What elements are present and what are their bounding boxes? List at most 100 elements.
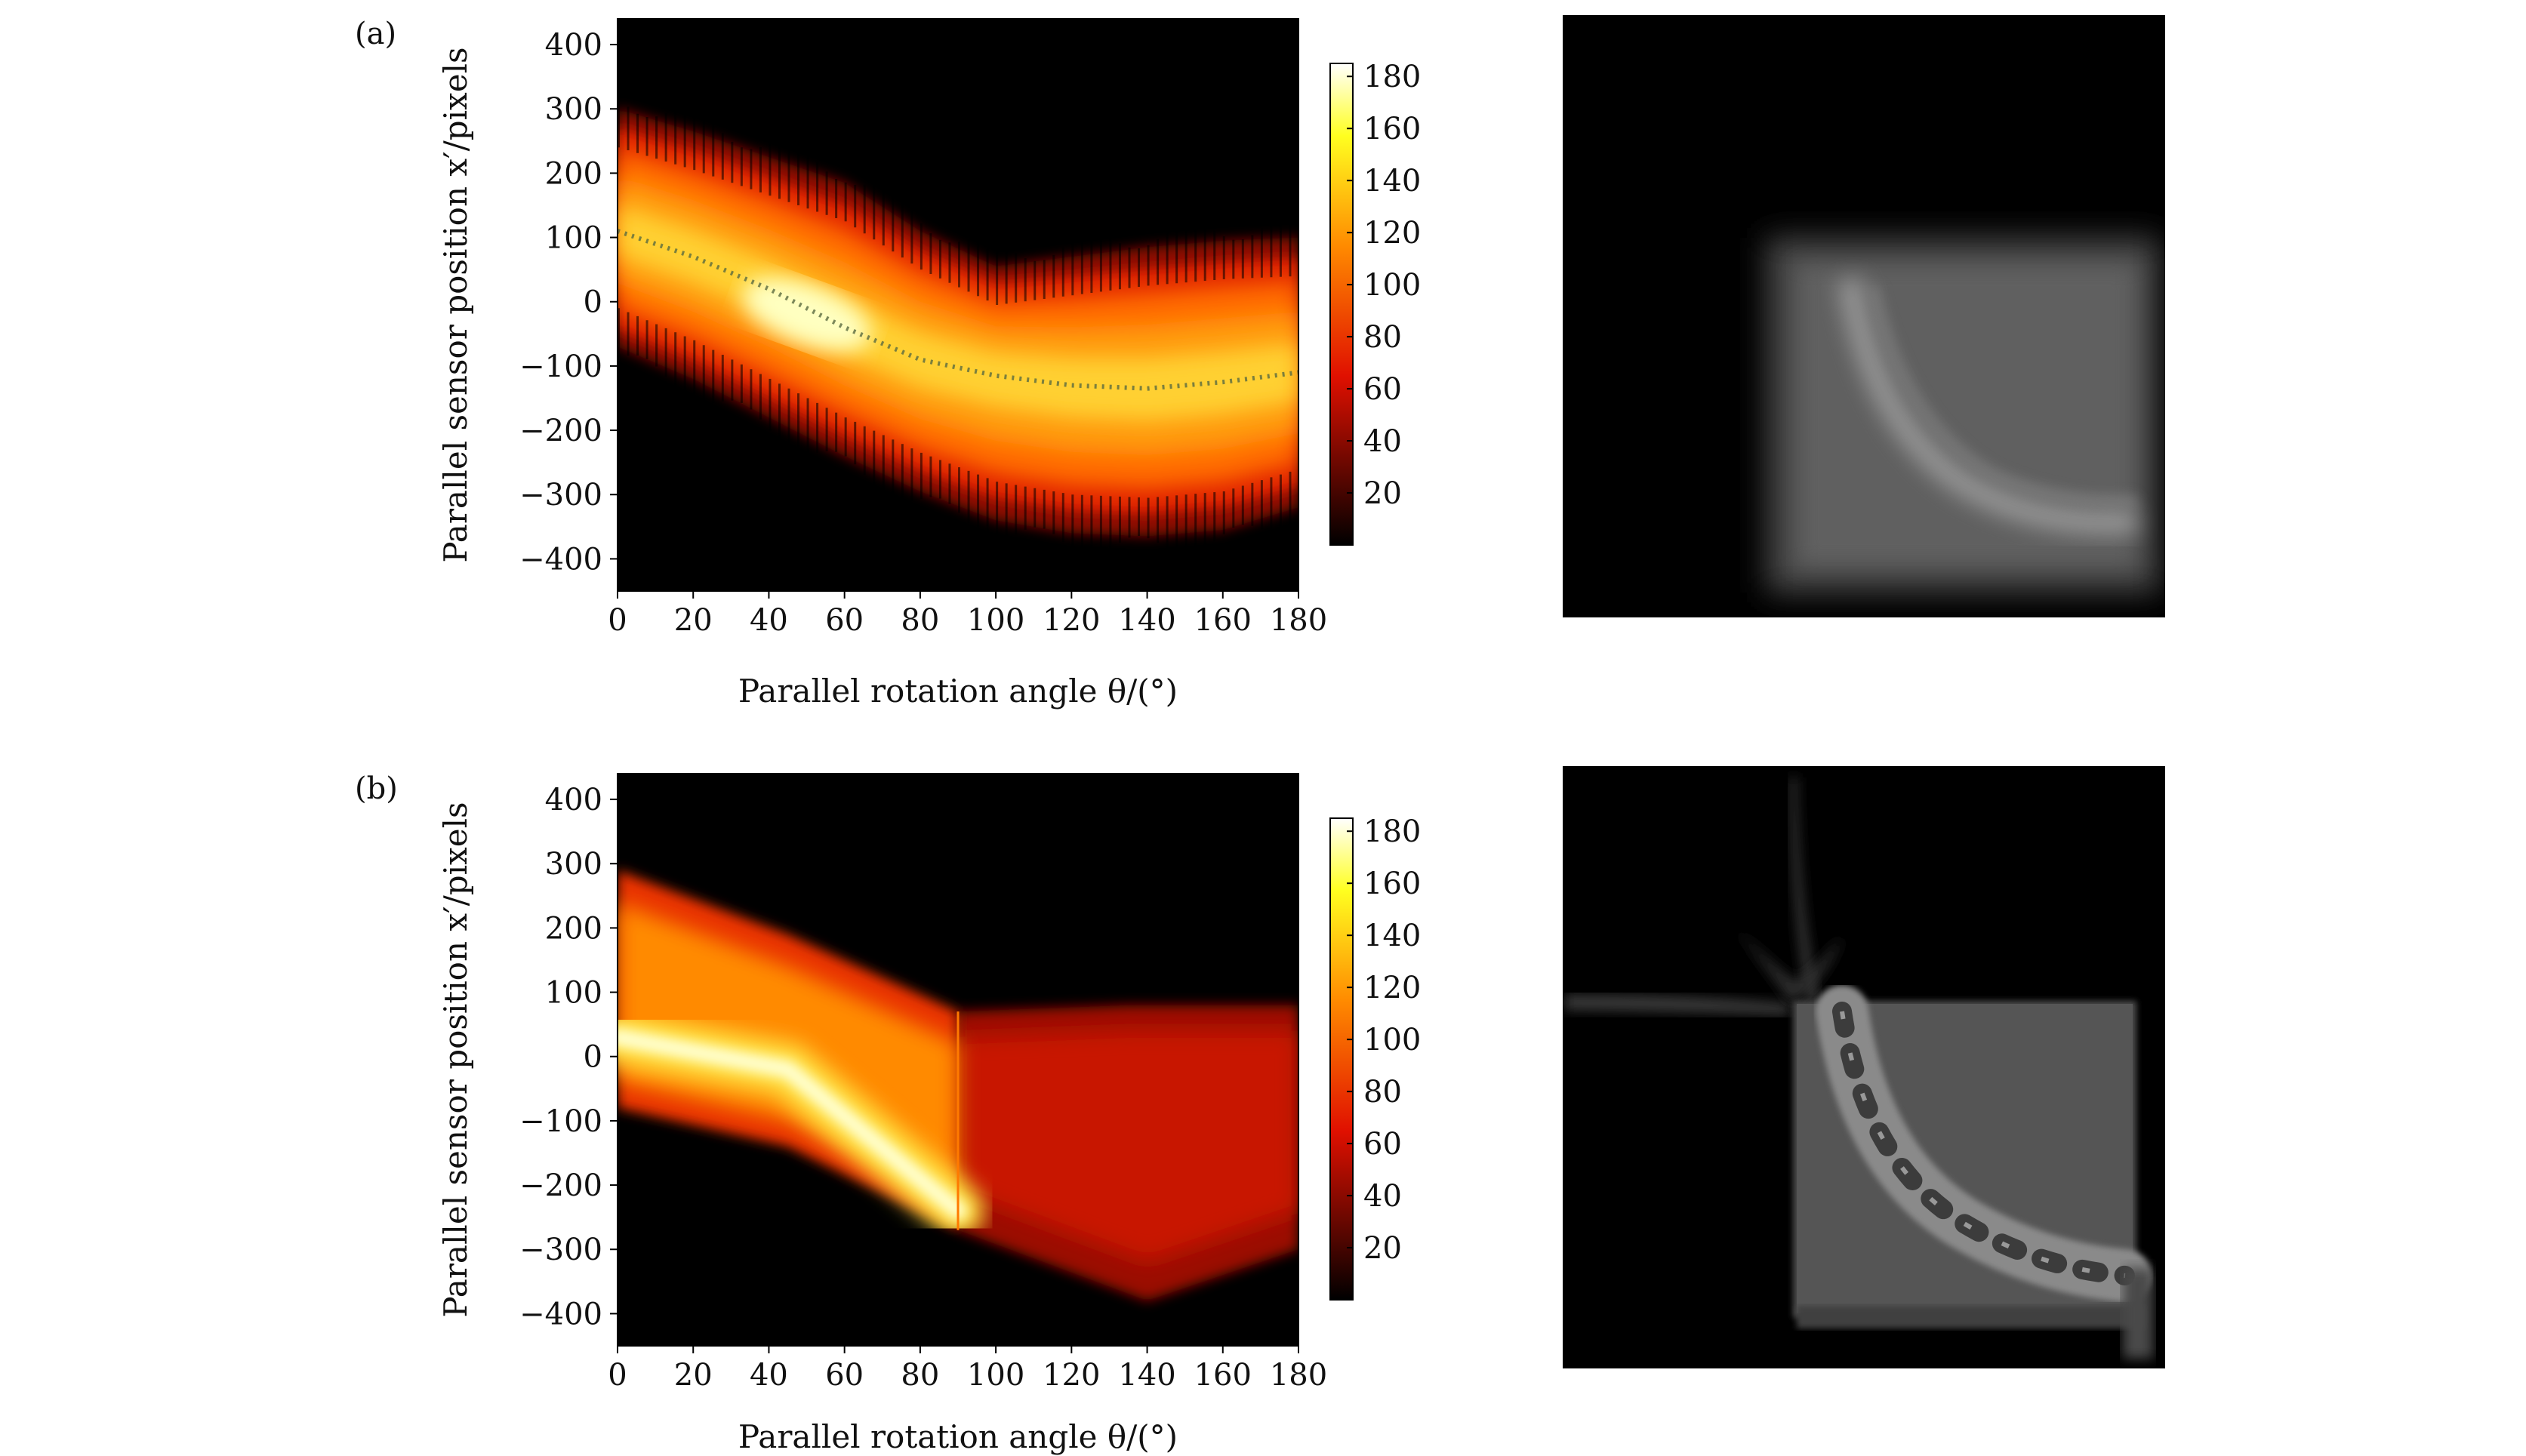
heatmap-streak [683,106,686,168]
panel-label-b: (b) [355,771,398,806]
colorbar-a: 20 40 60 80 100 120 140 160 180 [1329,60,1421,546]
x-tick-label: 180 [1270,1358,1327,1393]
heatmap-streak [636,113,639,153]
heatmap-streak [1260,228,1263,278]
heatmap-streak [1260,480,1263,530]
heatmap-streak [674,332,677,388]
x-axis-label-b: Parallel rotation angle θ/(°) [738,1418,1178,1455]
y-tick-label: 100 [545,221,602,256]
heatmap-streak [750,149,753,189]
heatmap-streak [863,426,866,476]
y-tick-label: −100 [519,349,602,384]
x-tick-label: 100 [967,1358,1024,1393]
heatmap-streak [1166,496,1169,549]
colorbar-b-gradient [1329,817,1354,1301]
heatmap-streak [1213,492,1216,542]
heatmap-streak [1279,474,1282,535]
heatmap-streak [1279,216,1282,277]
y-tick-label: 400 [545,28,602,63]
colorbar-tick-label: 60 [1363,1127,1402,1162]
heatmap-streak [844,182,847,222]
y-tick-label: −100 [519,1104,602,1139]
heatmap-streak [1175,495,1178,554]
x-axis-label-a: Parallel rotation angle θ/(°) [738,673,1178,710]
heatmap-streak [873,183,876,240]
heatmap-streak [958,242,960,288]
heatmap-streak [1232,488,1235,528]
heatmap-streak [1289,214,1292,277]
heatmap-streak [1080,233,1083,294]
axes-a: 0 20 40 60 80 100 120 140 160 180 −400 −300 −200 −100… [519,28,1327,638]
heatmap-streak [674,109,677,165]
heatmap-streak [693,340,696,402]
heatmap-streak [920,223,923,270]
heatmap-streak [702,345,705,405]
heatmap-streak [863,184,866,234]
heatmap-streak [929,456,932,497]
y-tick-label: 0 [584,285,602,320]
colorbar-tick-label: 140 [1363,919,1421,953]
heatmap-streak [1138,248,1141,288]
heatmap-streak [1128,247,1131,288]
heatmap-streak [986,478,989,540]
heatmap-streak [1034,488,1037,528]
heatmap-streak [892,439,895,501]
plot-frame-b [617,773,1299,1347]
panel-b: (b) 0 20 40 60 80 100 120 140 160 180 −400 −300 −200… [355,766,2165,1455]
x-tick-label: 0 [608,603,627,638]
heatmap-streak [948,242,951,283]
x-tick-label: 20 [674,603,713,638]
heatmap-streak [1034,260,1037,300]
reconstructed-image-a [1563,15,2165,617]
colorbar-tick-label: 20 [1363,476,1402,511]
y-axis-label-a: Parallel sensor position x′/pixels [437,47,474,562]
heatmap-streak [1289,471,1292,534]
heatmap-streak [835,179,838,219]
colorbar-tick-label: 100 [1363,1023,1421,1057]
heatmap-peak [741,278,872,352]
x-tick-label: 40 [750,1358,788,1393]
y-tick-label: 0 [584,1040,602,1075]
heatmap-streak [1251,482,1254,526]
heatmap-streak [1184,220,1188,283]
heatmap-streak [1251,235,1254,279]
bright-ridge-core [618,1028,967,1221]
y-tick-label: −400 [519,1297,602,1331]
y-tick-label: −300 [519,1233,602,1267]
heatmap-streak [825,408,828,451]
colorbar-tick-label: 180 [1363,814,1421,849]
heatmap-streak [1024,486,1027,530]
panel-a: (a) 0 20 40 60 80 100 120 140 160 180 −400 −300 −200… [355,15,2165,710]
region-2-core [958,1030,1298,1263]
heatmap-streak [1128,497,1131,538]
heatmap-streak [1203,493,1206,549]
heatmap-streak [977,237,980,297]
colorbar-tick-label: 100 [1363,268,1421,303]
heatmap-streak [731,359,734,401]
heatmap-streak [1270,477,1273,534]
heatmap-streak [769,378,772,431]
heatmap-streak [636,316,639,356]
heatmap-streak [759,374,762,420]
colorbar-tick-label: 160 [1363,867,1421,901]
heatmap-streak [1080,494,1083,556]
heatmap-streak [873,430,876,487]
heatmap-streak [1005,483,1008,540]
colorbar-b: 20 40 60 80 100 120 140 160 180 [1329,814,1421,1301]
heatmap-streak [1241,239,1244,279]
heatmap-streak [825,171,828,215]
colorbar-tick-label: 120 [1363,971,1421,1005]
y-tick-label: −400 [519,542,602,577]
heatmap-streak [806,398,809,455]
band-center-trace [618,229,1298,391]
heatmap-streak [910,210,913,264]
heatmap-streak [1005,247,1008,304]
heatmap-streak [655,324,658,367]
y-tick-label: −200 [519,1168,602,1203]
x-tick-label: 80 [901,1358,939,1393]
heatmap-streak [618,97,620,148]
colorbar-tick-label: 120 [1363,216,1421,251]
x-tick-label: 160 [1194,603,1252,638]
x-tick-label: 0 [608,1358,627,1393]
heatmap-streak [1052,491,1055,534]
